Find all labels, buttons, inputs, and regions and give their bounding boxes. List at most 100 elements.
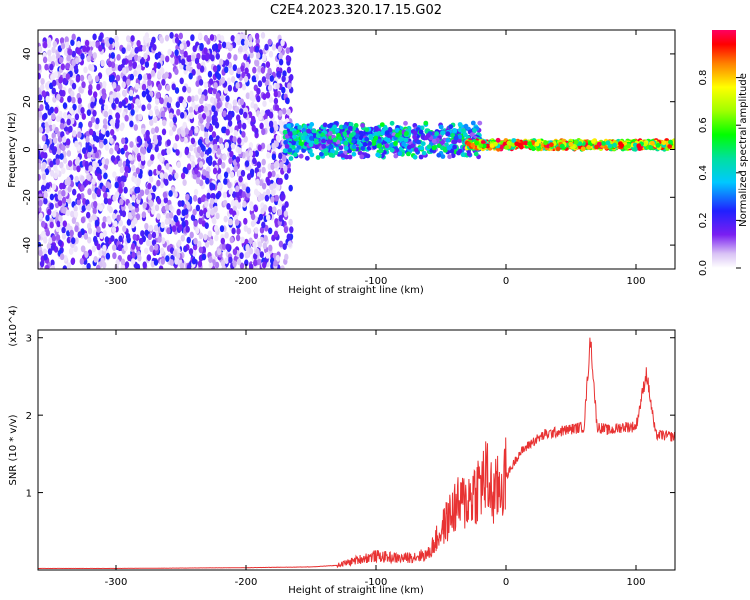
heatmap-cell (59, 37, 65, 45)
heatmap-cell (110, 129, 115, 136)
heatmap-cell (114, 144, 119, 152)
heatmap-cell (222, 153, 227, 161)
heatmap-cell (237, 147, 242, 155)
heatmap-cell (153, 224, 159, 232)
heatmap-cell (132, 41, 137, 49)
heatmap-cell (135, 98, 140, 106)
heatmap-cell (69, 247, 74, 255)
heatmap-cell (270, 189, 276, 197)
heatmap-cell (41, 173, 47, 181)
heatmap-cell (412, 134, 417, 140)
heatmap-cell (199, 117, 204, 124)
heatmap-cell (474, 140, 479, 146)
heatmap-cell (286, 123, 292, 128)
heatmap-cell (371, 141, 377, 147)
heatmap-cell (253, 204, 258, 212)
heatmap-cell (38, 199, 43, 207)
heatmap-cell (203, 233, 208, 241)
heatmap-cell (254, 32, 260, 40)
heatmap-cell (360, 123, 365, 128)
heatmap-cell (260, 142, 266, 150)
heatmap-cell (134, 47, 139, 54)
heatmap-cell (534, 141, 540, 147)
heatmap-cell (49, 202, 54, 210)
heatmap-cell (133, 124, 138, 131)
heatmap-cell (217, 43, 222, 50)
heatmap-cell (59, 161, 64, 169)
heatmap-cell (116, 214, 121, 222)
heatmap-cell (93, 256, 98, 263)
heatmap-cell (122, 75, 127, 83)
heatmap-cell (555, 146, 561, 152)
heatmap-cell (208, 256, 213, 263)
heatmap-cell (154, 243, 159, 251)
heatmap-cell (339, 124, 344, 130)
heatmap-cell (431, 145, 437, 151)
heatmap-cell (114, 35, 119, 43)
heatmap-cell (137, 73, 143, 81)
heatmap-cell (279, 161, 284, 169)
heatmap-cell (38, 234, 41, 242)
heatmap-cell (243, 225, 248, 232)
heatmap-cell (71, 237, 76, 245)
heatmap-cell (43, 253, 48, 261)
heatmap-cell (245, 61, 250, 69)
heatmap-cell (160, 257, 166, 265)
heatmap-cell (240, 65, 245, 72)
heatmap-cell (473, 151, 479, 157)
heatmap-cell (96, 264, 101, 269)
heatmap-cell (180, 112, 185, 119)
heatmap-cell (285, 97, 290, 105)
heatmap-cell (206, 192, 211, 200)
heatmap-cell (205, 122, 210, 129)
heatmap-cell (80, 53, 85, 60)
heatmap-cell (191, 69, 196, 76)
heatmap-cell (190, 54, 196, 62)
heatmap-cell (93, 200, 98, 208)
heatmap-cell (214, 225, 219, 232)
heatmap-cell (198, 217, 203, 225)
heatmap-cell (348, 125, 353, 131)
heatmap-cell (244, 160, 250, 168)
heatmap-cell (44, 264, 50, 269)
heatmap-cell (42, 179, 47, 187)
heatmap-cell (168, 204, 173, 212)
heatmap-cell (61, 226, 66, 234)
heatmap-cell (175, 149, 180, 156)
heatmap-cell (301, 127, 307, 133)
heatmap-cell (285, 55, 291, 62)
heatmap-cell (244, 67, 249, 75)
heatmap-cell (239, 98, 245, 106)
heatmap-cell (102, 81, 107, 88)
heatmap-cell (470, 142, 476, 148)
heatmap-cell (364, 127, 370, 132)
heatmap-cell (281, 86, 286, 94)
heatmap-cell (253, 259, 258, 267)
heatmap-cell (257, 65, 262, 73)
heatmap-cell (146, 254, 152, 261)
heatmap-cell (112, 81, 117, 89)
bottom-y-axis-label: SNR (10 * v/v) (8, 414, 19, 485)
heatmap-cell (275, 134, 281, 142)
heatmap-cell (470, 120, 476, 126)
heatmap-cell (55, 158, 60, 166)
heatmap-cell (71, 50, 77, 58)
heatmap-cell (178, 224, 183, 232)
colorbar-tick-label: 0.6 (698, 117, 709, 133)
heatmap-cell (57, 199, 63, 207)
heatmap-cell (153, 259, 159, 266)
heatmap-cell (58, 215, 63, 222)
heatmap-cell (156, 179, 161, 187)
heatmap-cell (56, 148, 62, 155)
heatmap-cell (440, 140, 445, 145)
heatmap-cell (44, 63, 49, 71)
heatmap-cell (149, 200, 154, 207)
heatmap-cell (156, 62, 161, 69)
heatmap-cell (274, 140, 279, 148)
heatmap-cell (85, 136, 90, 143)
heatmap-cell (88, 128, 94, 136)
top-y-tick-label: -20 (22, 189, 33, 205)
heatmap-cell (94, 151, 100, 159)
heatmap-cell (58, 83, 63, 90)
